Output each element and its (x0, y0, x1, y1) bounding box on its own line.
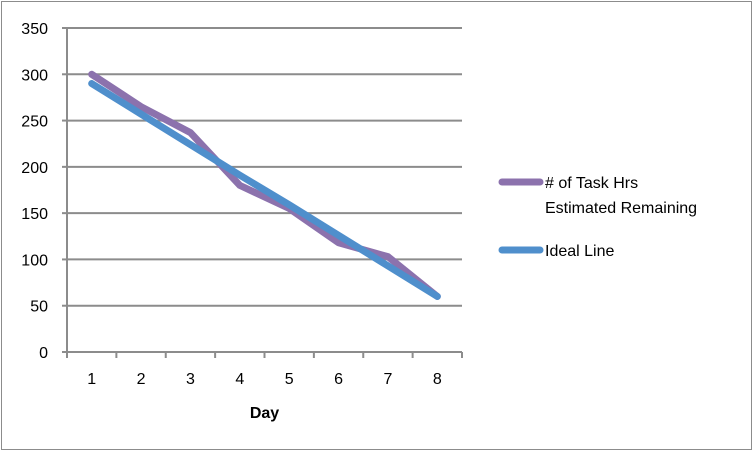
y-tick-label: 200 (21, 160, 48, 177)
legend-label: Estimated Remaining (545, 200, 697, 217)
y-tick-label: 150 (21, 206, 48, 223)
x-tick-label: 5 (285, 371, 294, 388)
y-tick-label: 50 (30, 299, 48, 316)
y-tick-label: 250 (21, 114, 48, 131)
x-tick-label: 3 (186, 371, 195, 388)
series-line-task-hrs-remaining (88, 70, 441, 300)
x-tick-label: 4 (235, 371, 244, 388)
x-axis-title: Day (250, 405, 279, 422)
x-tick-label: 2 (137, 371, 146, 388)
x-tick-label: 8 (433, 371, 442, 388)
series-line-ideal-line (88, 80, 441, 300)
x-tick-label: 1 (87, 371, 96, 388)
x-tick-label: 6 (334, 371, 343, 388)
x-tick-label: 7 (383, 371, 392, 388)
y-tick-label: 300 (21, 67, 48, 84)
y-tick-label: 0 (39, 345, 48, 362)
legend-label: Ideal Line (545, 243, 614, 260)
y-tick-label: 100 (21, 252, 48, 269)
y-tick-label: 350 (21, 21, 48, 38)
legend-label: # of Task Hrs (545, 175, 638, 192)
